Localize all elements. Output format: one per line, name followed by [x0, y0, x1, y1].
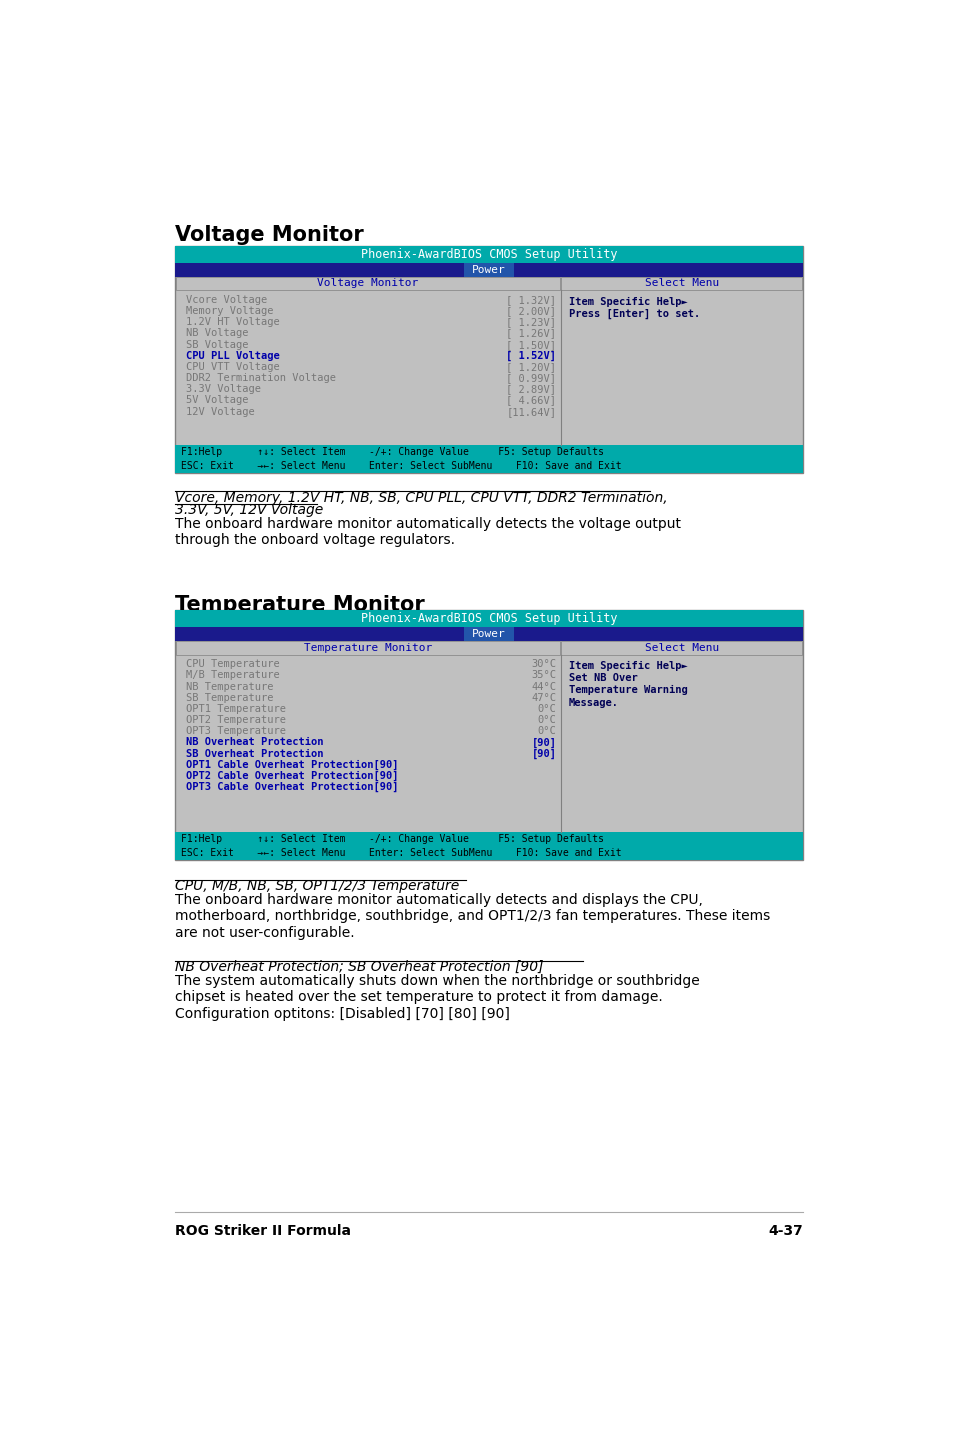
Text: OPT3 Cable Overheat Protection[90]: OPT3 Cable Overheat Protection[90]: [186, 782, 398, 792]
Text: Set NB Over: Set NB Over: [568, 673, 637, 683]
Text: OPT1 Temperature: OPT1 Temperature: [186, 703, 286, 713]
Text: CPU VTT Voltage: CPU VTT Voltage: [186, 362, 279, 372]
Bar: [463, 263, 514, 276]
Text: [90]: [90]: [531, 749, 556, 759]
Text: NB Overheat Protection; SB Overheat Protection [90]: NB Overheat Protection; SB Overheat Prot…: [174, 961, 543, 975]
Text: The system automatically shuts down when the northbridge or southbridge
chipset : The system automatically shuts down when…: [174, 974, 700, 1021]
Text: Select Menu: Select Menu: [644, 643, 719, 653]
Text: [ 1.32V]: [ 1.32V]: [506, 295, 556, 305]
Text: NB Temperature: NB Temperature: [186, 682, 274, 692]
Bar: [174, 459, 802, 473]
Text: 47°C: 47°C: [531, 693, 556, 703]
Text: Memory Voltage: Memory Voltage: [186, 306, 274, 316]
Text: Power: Power: [472, 265, 505, 275]
Text: 44°C: 44°C: [531, 682, 556, 692]
Text: Phoenix-AwardBIOS CMOS Setup Utility: Phoenix-AwardBIOS CMOS Setup Utility: [360, 247, 617, 260]
Text: 30°C: 30°C: [531, 659, 556, 669]
Text: The onboard hardware monitor automatically detects the voltage output
through th: The onboard hardware monitor automatical…: [174, 516, 680, 546]
Text: The onboard hardware monitor automatically detects and displays the CPU,
motherb: The onboard hardware monitor automatical…: [174, 893, 769, 939]
Bar: [174, 246, 802, 263]
Bar: [174, 246, 802, 473]
Text: DDR2 Termination Voltage: DDR2 Termination Voltage: [186, 372, 335, 383]
Text: Press [Enter] to set.: Press [Enter] to set.: [568, 309, 700, 319]
Text: SB Voltage: SB Voltage: [186, 339, 248, 349]
Text: [11.64V]: [11.64V]: [506, 407, 556, 417]
Text: ROG Striker II Formula: ROG Striker II Formula: [174, 1224, 351, 1238]
Text: 3.3V, 5V, 12V Voltage: 3.3V, 5V, 12V Voltage: [174, 503, 323, 516]
Text: Voltage Monitor: Voltage Monitor: [317, 279, 418, 289]
Text: SB Temperature: SB Temperature: [186, 693, 274, 703]
Text: Item Specific Help►: Item Specific Help►: [568, 296, 687, 306]
Bar: [174, 610, 802, 627]
Text: [ 1.26V]: [ 1.26V]: [506, 328, 556, 338]
Bar: [174, 263, 802, 276]
Bar: [175, 276, 559, 290]
Text: 35°C: 35°C: [531, 670, 556, 680]
Text: OPT3 Temperature: OPT3 Temperature: [186, 726, 286, 736]
Text: 4-37: 4-37: [767, 1224, 802, 1238]
Text: Voltage Monitor: Voltage Monitor: [174, 224, 363, 244]
Text: [90]: [90]: [531, 738, 556, 748]
Text: 1.2V HT Voltage: 1.2V HT Voltage: [186, 318, 279, 328]
Text: OPT1 Cable Overheat Protection[90]: OPT1 Cable Overheat Protection[90]: [186, 759, 398, 769]
Text: 0°C: 0°C: [537, 703, 556, 713]
Text: [ 1.52V]: [ 1.52V]: [506, 351, 556, 361]
Text: M/B Temperature: M/B Temperature: [186, 670, 279, 680]
Text: 12V Voltage: 12V Voltage: [186, 407, 254, 417]
Text: F1:Help      ↑↓: Select Item    -/+: Change Value     F5: Setup Defaults: F1:Help ↑↓: Select Item -/+: Change Valu…: [181, 447, 603, 457]
Bar: [174, 610, 802, 860]
Text: CPU, M/B, NB, SB, OPT1/2/3 Temperature: CPU, M/B, NB, SB, OPT1/2/3 Temperature: [174, 880, 458, 893]
Bar: [463, 627, 514, 641]
Text: [ 1.23V]: [ 1.23V]: [506, 318, 556, 328]
Bar: [174, 627, 802, 641]
Text: NB Voltage: NB Voltage: [186, 328, 248, 338]
Text: [ 0.99V]: [ 0.99V]: [506, 372, 556, 383]
Bar: [175, 641, 559, 654]
Text: ESC: Exit    →←: Select Menu    Enter: Select SubMenu    F10: Save and Exit: ESC: Exit →←: Select Menu Enter: Select …: [181, 462, 621, 470]
Text: Temperature Monitor: Temperature Monitor: [304, 643, 432, 653]
Bar: [560, 276, 801, 290]
Text: 0°C: 0°C: [537, 715, 556, 725]
Text: Select Menu: Select Menu: [644, 279, 719, 289]
Text: Message.: Message.: [568, 697, 618, 707]
Text: [ 2.89V]: [ 2.89V]: [506, 384, 556, 394]
Text: [ 2.00V]: [ 2.00V]: [506, 306, 556, 316]
Text: Item Specific Help►: Item Specific Help►: [568, 660, 687, 670]
Bar: [174, 446, 802, 459]
Text: 3.3V Voltage: 3.3V Voltage: [186, 384, 260, 394]
Text: NB Overheat Protection: NB Overheat Protection: [186, 738, 323, 748]
Text: [ 1.50V]: [ 1.50V]: [506, 339, 556, 349]
Bar: [174, 847, 802, 860]
Text: 5V Voltage: 5V Voltage: [186, 395, 248, 406]
Text: OPT2 Temperature: OPT2 Temperature: [186, 715, 286, 725]
Text: Temperature Warning: Temperature Warning: [568, 686, 687, 696]
Text: OPT2 Cable Overheat Protection[90]: OPT2 Cable Overheat Protection[90]: [186, 771, 398, 781]
Text: 0°C: 0°C: [537, 726, 556, 736]
Text: Vcore Voltage: Vcore Voltage: [186, 295, 267, 305]
Text: Phoenix-AwardBIOS CMOS Setup Utility: Phoenix-AwardBIOS CMOS Setup Utility: [360, 613, 617, 626]
Bar: [560, 641, 801, 654]
Bar: [174, 833, 802, 847]
Text: [ 1.20V]: [ 1.20V]: [506, 362, 556, 372]
Text: CPU PLL Voltage: CPU PLL Voltage: [186, 351, 279, 361]
Text: CPU Temperature: CPU Temperature: [186, 659, 279, 669]
Text: Vcore, Memory, 1.2V HT, NB, SB, CPU PLL, CPU VTT, DDR2 Termination,: Vcore, Memory, 1.2V HT, NB, SB, CPU PLL,…: [174, 490, 667, 505]
Text: Power: Power: [472, 628, 505, 638]
Text: ESC: Exit    →←: Select Menu    Enter: Select SubMenu    F10: Save and Exit: ESC: Exit →←: Select Menu Enter: Select …: [181, 848, 621, 858]
Text: SB Overheat Protection: SB Overheat Protection: [186, 749, 323, 758]
Text: Temperature Monitor: Temperature Monitor: [174, 594, 424, 614]
Text: [ 4.66V]: [ 4.66V]: [506, 395, 556, 406]
Text: F1:Help      ↑↓: Select Item    -/+: Change Value     F5: Setup Defaults: F1:Help ↑↓: Select Item -/+: Change Valu…: [181, 834, 603, 844]
